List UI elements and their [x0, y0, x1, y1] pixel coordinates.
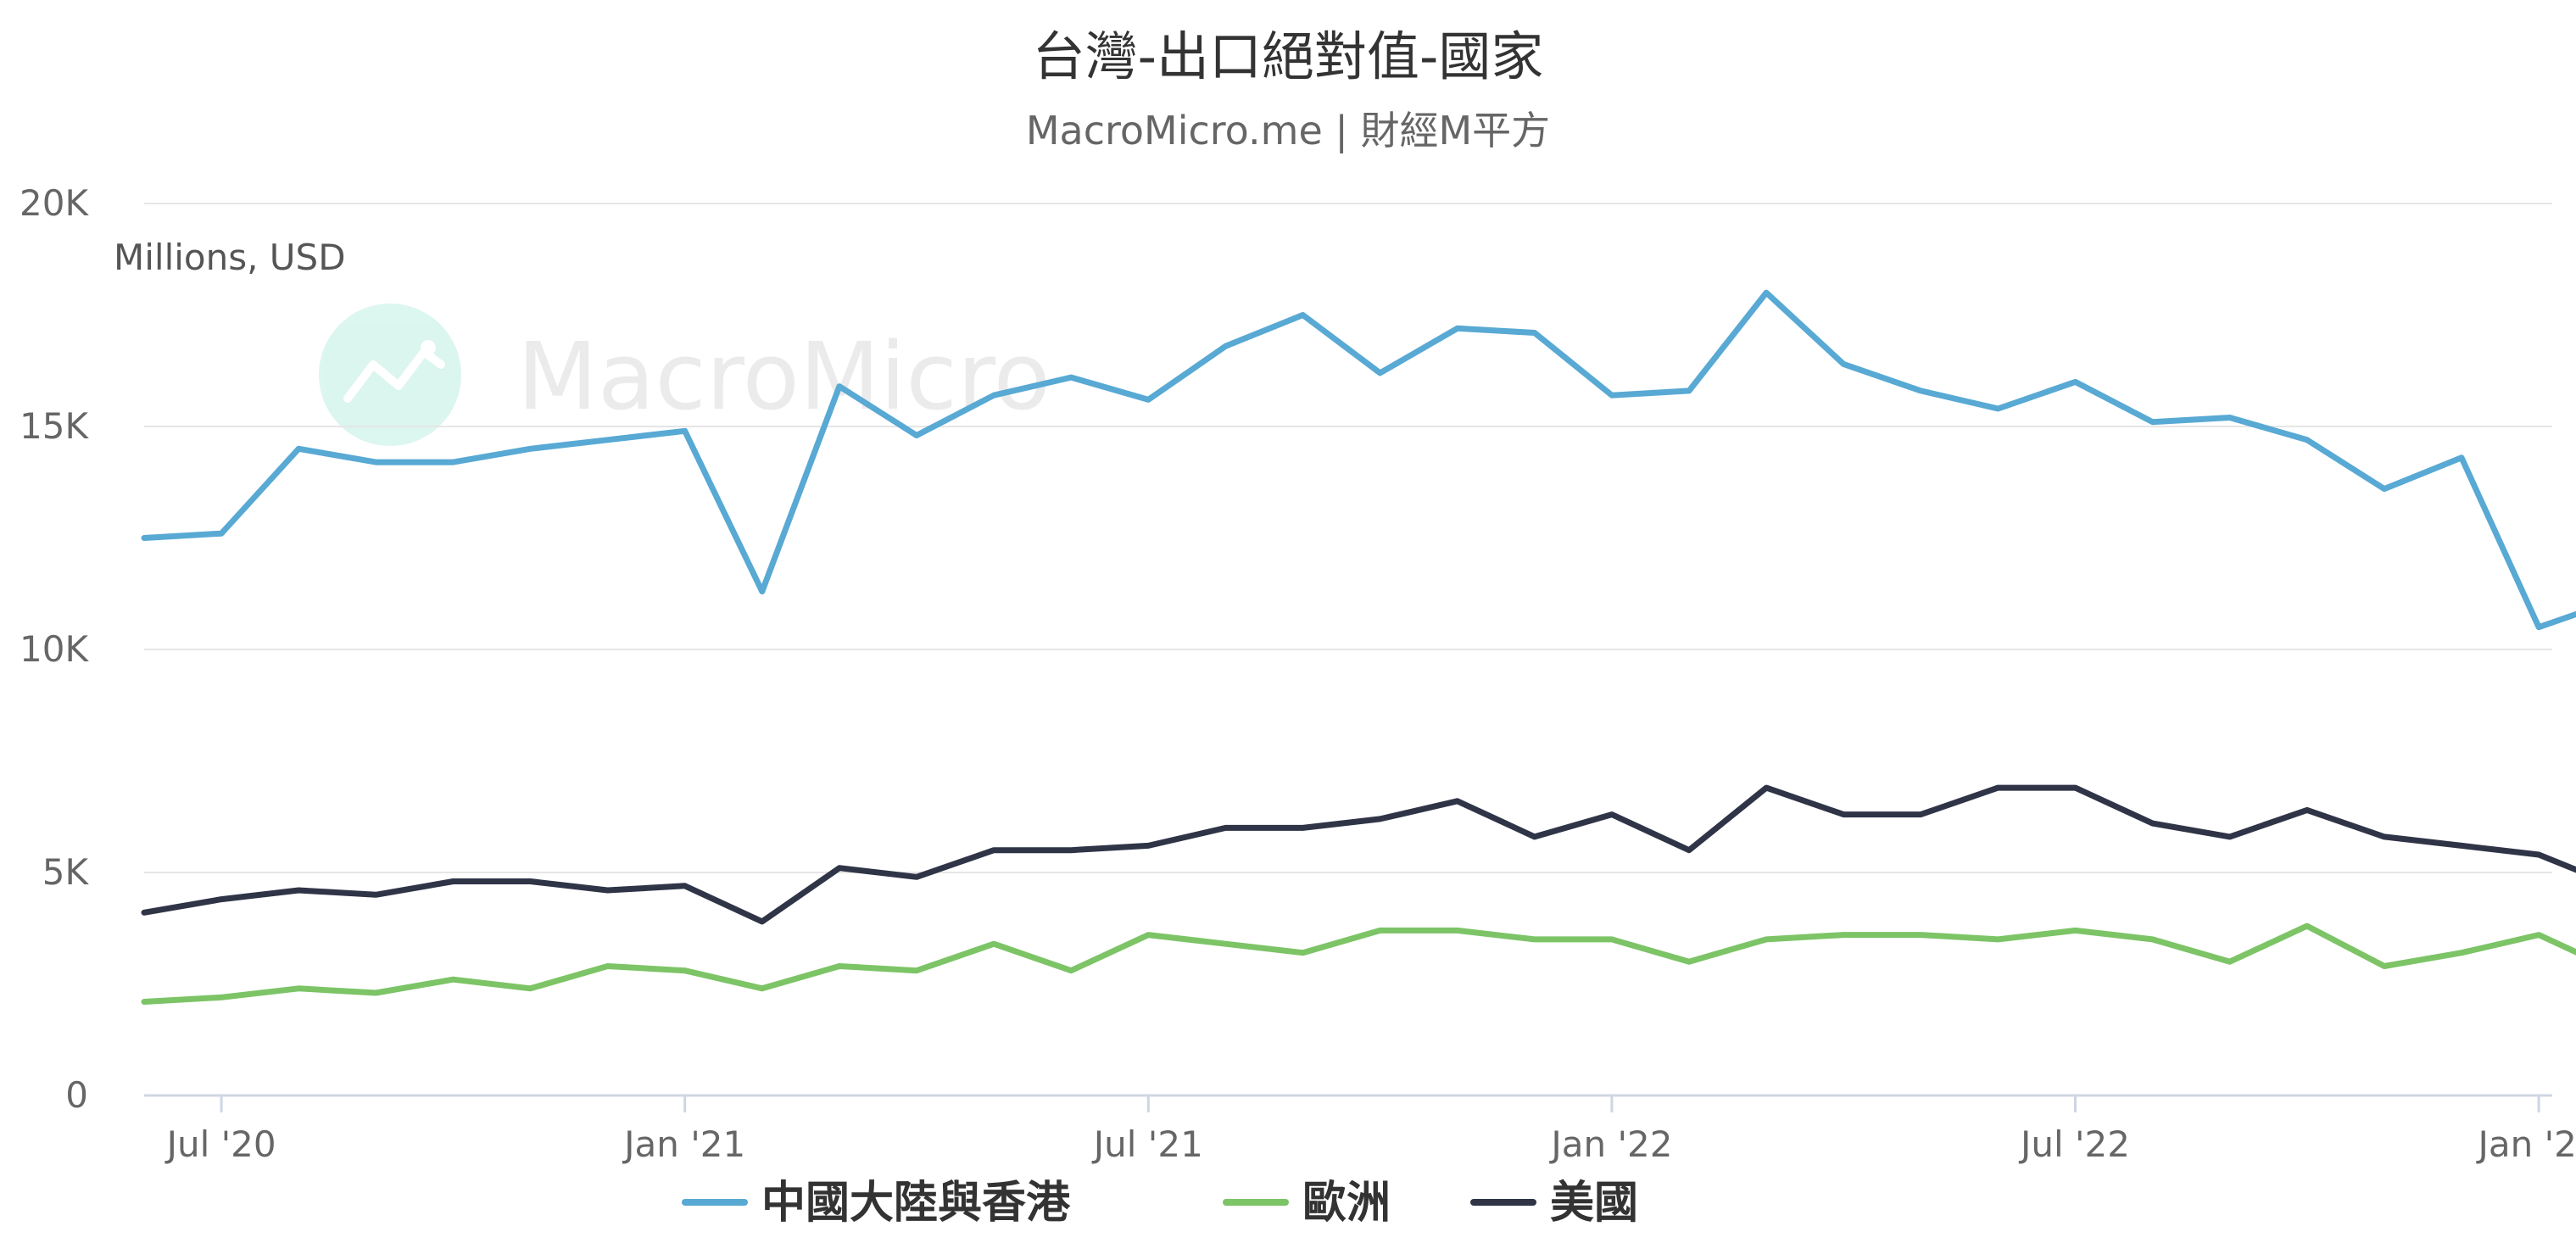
legend-item-2[interactable]: 美國 [1550, 1178, 1638, 1229]
x-tick-label: Jan '21 [622, 1123, 745, 1165]
y-axis: 0 5K 10K 15K 20K [20, 182, 89, 1116]
x-tick-label: Jul '21 [1091, 1123, 1203, 1165]
series-line-0 [141, 289, 2576, 631]
legend-item-0[interactable]: 中國大陸與香港 [761, 1178, 1071, 1229]
y-tick-label: 0 [65, 1074, 88, 1116]
y-tick-label: 15K [20, 405, 89, 447]
watermark-logo-mark [343, 348, 445, 403]
x-axis: Jul '20 Jan '21 Jul '21 Jan '22 Jul '22 Jan '… [164, 1095, 2576, 1165]
x-tick-label: Jan '23 [2476, 1123, 2576, 1165]
x-tick-label: Jul '20 [164, 1123, 276, 1165]
series-line-2 [141, 784, 2576, 925]
watermark-logo-dot [421, 340, 436, 355]
x-tick-label: Jan '22 [1548, 1123, 1672, 1165]
watermark: MacroMicro [319, 304, 1051, 446]
y-unit-label: Millions, USD [114, 237, 346, 278]
x-tick-label: Jul '22 [2018, 1123, 2130, 1165]
watermark-text: MacroMicro [517, 322, 1051, 431]
y-tick-label: 5K [42, 851, 90, 893]
series-lines [141, 289, 2576, 1005]
legend-item-1[interactable]: 歐洲 [1302, 1178, 1391, 1229]
chart-title: 台灣-出口絕對值-國家 [1033, 25, 1544, 87]
legend: 中國大陸與香港 歐洲 美國 [682, 1178, 1638, 1229]
series-line-1 [141, 922, 2576, 1005]
y-tick-label: 10K [20, 628, 89, 670]
chart-subtitle: MacroMicro.me | 財經M平方 [1026, 108, 1550, 154]
gridlines [144, 203, 2552, 1097]
y-tick-label: 20K [20, 182, 89, 224]
